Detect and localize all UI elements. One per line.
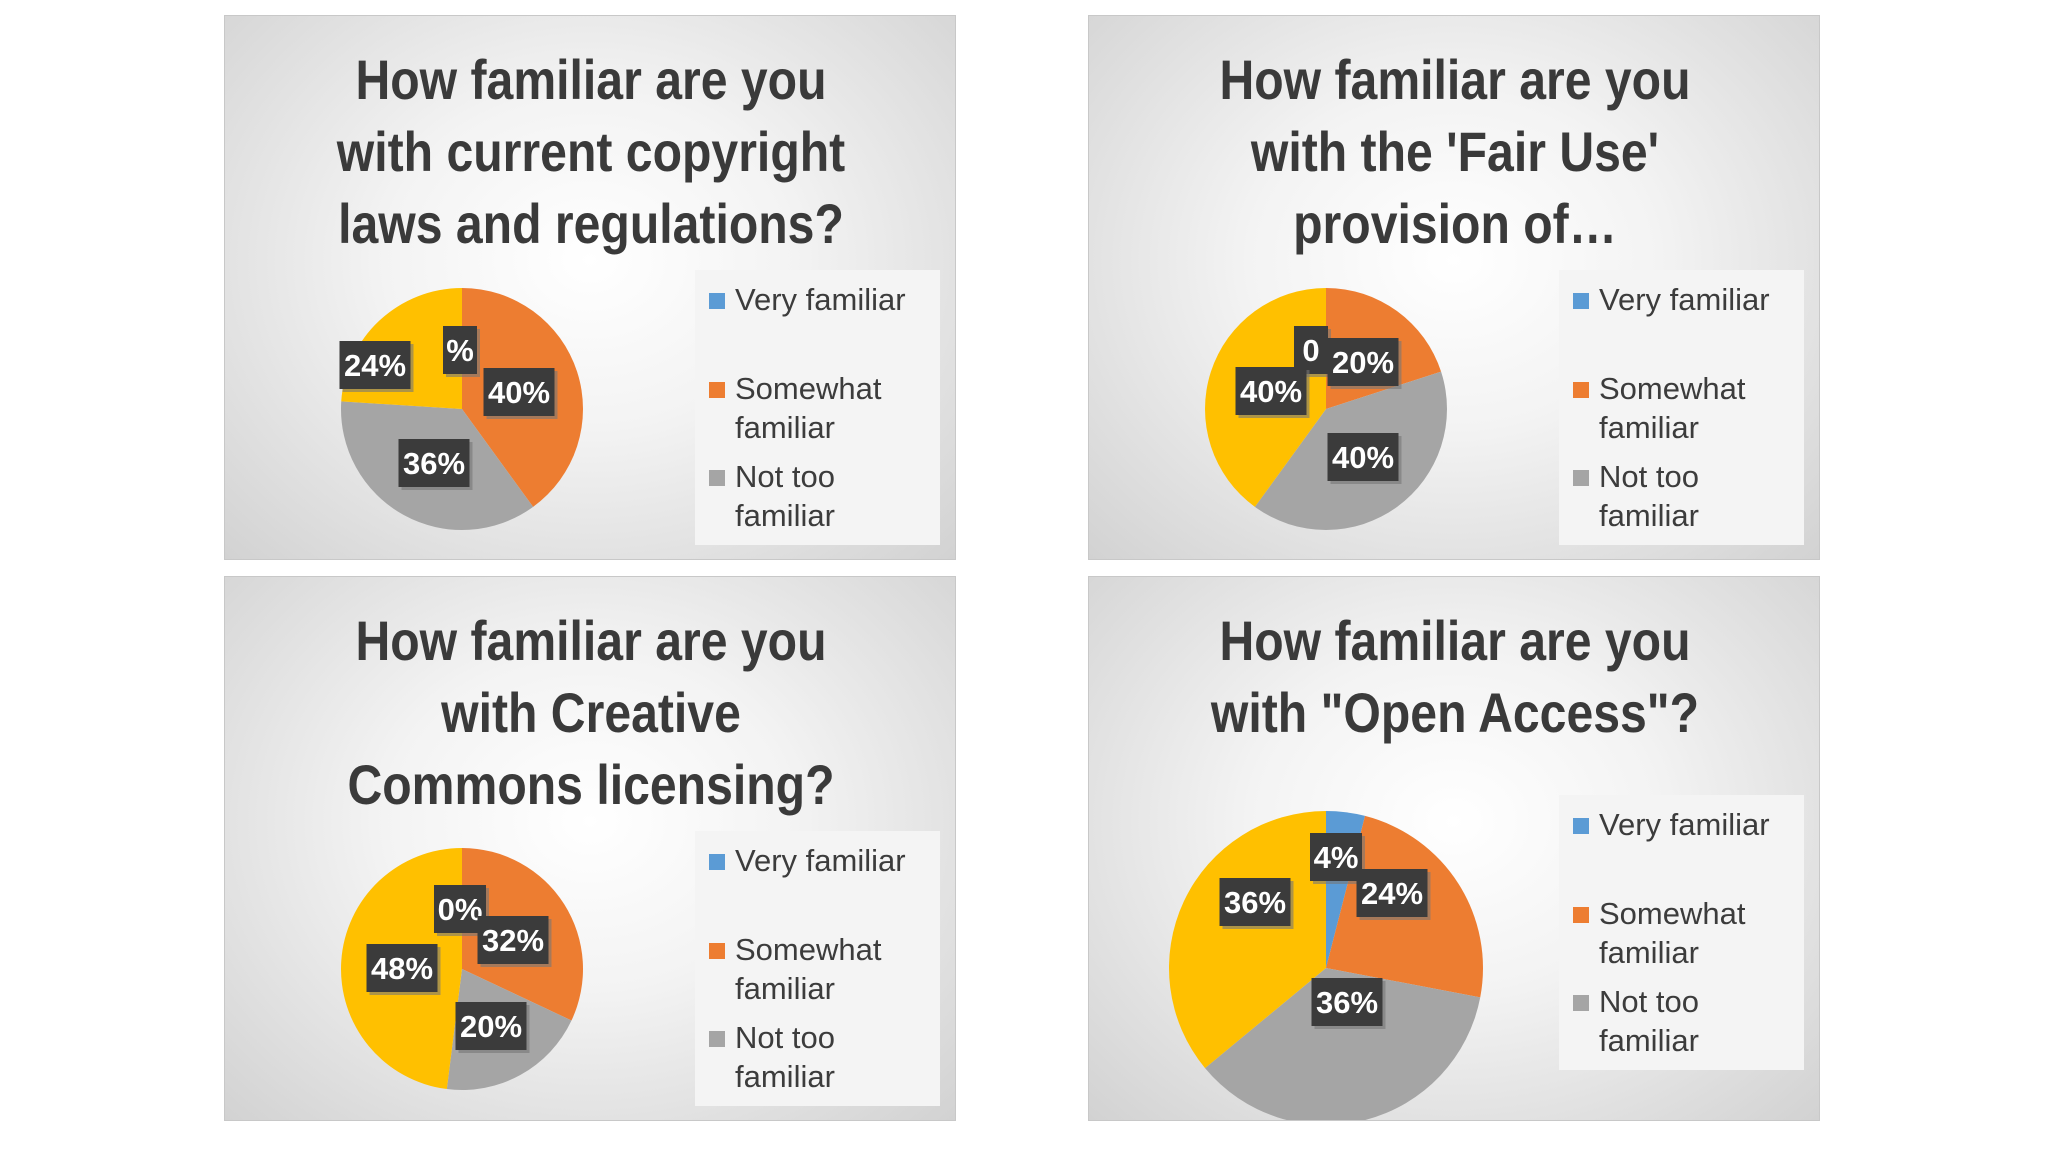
svg-text:%: %: [446, 333, 474, 368]
pie-chart: 4%24% 36% 36%: [1169, 811, 1483, 1120]
chart-title: How familiar are you with Creative Commo…: [276, 605, 906, 821]
pie-slice: [1169, 811, 1326, 1069]
legend-item-not-too-familiar: Not too familiar: [1573, 982, 1804, 1060]
chart-panel-fair-use: How familiar are you with the 'Fair Use'…: [1088, 15, 1820, 560]
svg-text:40%: 40%: [488, 375, 550, 410]
title-line: How familiar are you: [355, 609, 827, 672]
svg-text:24%: 24%: [1361, 876, 1423, 911]
legend-swatch: [709, 854, 725, 870]
title-line: with Creative: [441, 681, 741, 744]
data-label: %: [443, 326, 480, 377]
title-line: How familiar are you: [355, 48, 827, 111]
chart-panel-open-access: How familiar are you with "Open Access"?…: [1088, 576, 1820, 1121]
title-line: provision of…: [1293, 192, 1617, 255]
data-label: 40%: [483, 368, 558, 419]
data-label: 36%: [1311, 978, 1386, 1029]
legend-item-not-too-familiar: Not too familiar: [709, 1018, 940, 1096]
svg-text:4%: 4%: [1314, 840, 1359, 875]
legend-swatch: [1573, 470, 1589, 486]
legend-item-somewhat-familiar: Somewhat familiar: [709, 930, 940, 1008]
data-label: 48%: [366, 944, 441, 995]
data-label: 0%: [434, 885, 489, 936]
svg-text:36%: 36%: [403, 446, 465, 481]
legend-item-very-familiar: Very familiar: [1573, 805, 1804, 844]
data-label: 24%: [339, 341, 414, 392]
legend-label: Not too familiar: [1599, 459, 1699, 533]
data-label: 36%: [398, 439, 473, 490]
legend-label: Somewhat familiar: [1599, 896, 1746, 970]
legend-label: Not too familiar: [735, 459, 835, 533]
data-label: 20%: [1327, 338, 1402, 389]
legend-label: Very familiar: [1599, 807, 1770, 842]
legend-swatch: [1573, 818, 1589, 834]
title-line: How familiar are you: [1219, 48, 1691, 111]
chart-panel-copyright: How familiar are you with current copyri…: [224, 15, 956, 560]
legend-item-somewhat-familiar: Somewhat familiar: [1573, 369, 1804, 447]
title-line: Commons licensing?: [347, 753, 835, 816]
data-label: 32%: [477, 916, 552, 967]
data-label: 36%: [1219, 878, 1294, 929]
legend-label: Very familiar: [735, 843, 906, 878]
svg-text:20%: 20%: [460, 1009, 522, 1044]
title-line: laws and regulations?: [338, 192, 844, 255]
pie-chart: 0%32% 20% 48%: [340, 848, 583, 1090]
svg-text:0%: 0%: [438, 892, 483, 927]
legend-label: Very familiar: [735, 282, 906, 317]
legend: Very familiar Somewhat familiar Not too …: [695, 831, 940, 1106]
legend-swatch: [1573, 293, 1589, 309]
legend-swatch: [1573, 995, 1589, 1011]
legend-item-very-familiar: Very familiar: [709, 841, 940, 880]
legend-item-somewhat-familiar: Somewhat familiar: [1573, 894, 1804, 972]
title-line: with the 'Fair Use': [1250, 120, 1660, 183]
svg-text:20%: 20%: [1332, 345, 1394, 380]
data-label: 40%: [1235, 367, 1310, 418]
chart-title: How familiar are you with "Open Access"?: [1140, 605, 1770, 749]
legend-swatch: [709, 382, 725, 398]
legend: Very familiar Somewhat familiar Not too …: [695, 270, 940, 545]
svg-text:48%: 48%: [371, 951, 433, 986]
svg-text:36%: 36%: [1224, 885, 1286, 920]
chart-title: How familiar are you with the 'Fair Use'…: [1140, 44, 1770, 260]
legend-item-very-familiar: Very familiar: [709, 280, 940, 319]
legend-item-not-too-familiar: Not too familiar: [709, 457, 940, 535]
legend-swatch: [709, 1031, 725, 1047]
legend-swatch: [709, 943, 725, 959]
legend-label: Very familiar: [1599, 282, 1770, 317]
svg-text:40%: 40%: [1332, 440, 1394, 475]
data-label: 20%: [455, 1002, 530, 1053]
title-line: with current copyright: [336, 120, 846, 183]
svg-text:32%: 32%: [482, 923, 544, 958]
svg-text:36%: 36%: [1316, 985, 1378, 1020]
legend-label: Not too familiar: [735, 1020, 835, 1094]
legend-item-very-familiar: Very familiar: [1573, 280, 1804, 319]
svg-text:24%: 24%: [344, 348, 406, 383]
data-label: 40%: [1327, 433, 1402, 484]
legend-item-somewhat-familiar: Somewhat familiar: [709, 369, 940, 447]
data-label: 0: [1294, 326, 1331, 377]
legend-label: Somewhat familiar: [1599, 371, 1746, 445]
legend-label: Not too familiar: [1599, 984, 1699, 1058]
legend: Very familiar Somewhat familiar Not too …: [1559, 270, 1804, 545]
legend-swatch: [709, 470, 725, 486]
legend-swatch: [1573, 382, 1589, 398]
title-line: How familiar are you: [1219, 609, 1691, 672]
chart-title: How familiar are you with current copyri…: [276, 44, 906, 260]
title-line: with "Open Access"?: [1210, 681, 1700, 744]
legend-label: Somewhat familiar: [735, 932, 882, 1006]
svg-text:0: 0: [1302, 333, 1319, 368]
legend-label: Somewhat familiar: [735, 371, 882, 445]
pie-chart: % 40% 36% 24%: [339, 288, 583, 530]
chart-panel-creative-commons: How familiar are you with Creative Commo…: [224, 576, 956, 1121]
data-label: 24%: [1356, 869, 1431, 920]
pie-chart: 0 20% 40% 40%: [1205, 288, 1447, 530]
legend-swatch: [1573, 907, 1589, 923]
legend: Very familiar Somewhat familiar Not too …: [1559, 795, 1804, 1070]
pie-slice: [1205, 968, 1481, 1120]
legend-swatch: [709, 293, 725, 309]
legend-item-not-too-familiar: Not too familiar: [1573, 457, 1804, 535]
data-label: 4%: [1310, 833, 1365, 884]
svg-text:40%: 40%: [1240, 374, 1302, 409]
